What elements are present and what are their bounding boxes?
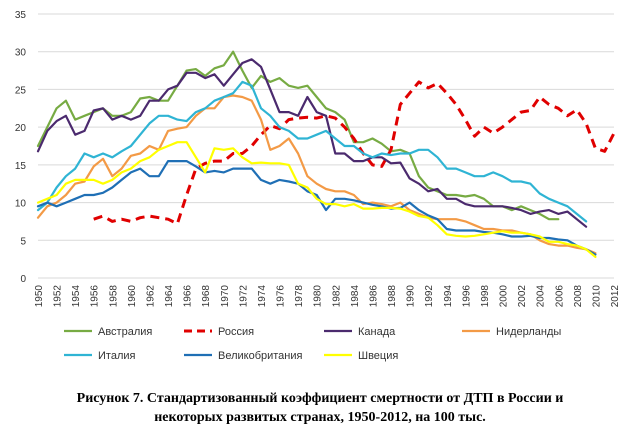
y-tick-label: 0 [20, 274, 26, 285]
x-tick-label: 1952 [53, 285, 64, 308]
y-axis: 0 5 10 15 20 25 30 35 [15, 10, 27, 285]
legend-label: Австралия [98, 326, 152, 338]
y-tick-label: 20 [15, 123, 27, 134]
x-tick-label: 1986 [368, 285, 379, 308]
x-tick-label: 1998 [480, 285, 491, 308]
x-tick-label: 1994 [443, 285, 454, 308]
x-tick-label: 1992 [424, 285, 435, 308]
series-line-6 [36, 141, 597, 258]
x-tick-label: 1988 [387, 285, 398, 308]
legend-label: Канада [358, 326, 396, 338]
series-line-4 [36, 80, 588, 223]
legend-label: Великобритания [218, 350, 303, 362]
legend-label: Швеция [358, 350, 398, 362]
grid-lines [38, 13, 614, 279]
x-tick-label: 1980 [313, 285, 324, 308]
x-tick-label: 1956 [90, 285, 101, 308]
series-line-2 [36, 58, 588, 228]
x-tick-label: 1970 [220, 285, 231, 308]
x-tick-label: 1954 [71, 285, 82, 308]
x-tick-label: 1990 [406, 285, 417, 308]
x-tick-label: 1976 [276, 285, 287, 308]
caption-line-2: некоторых развитых странах, 1950-2012, н… [154, 410, 486, 425]
y-tick-label: 10 [15, 199, 27, 210]
x-tick-label: 2006 [554, 285, 565, 308]
legend-label: Нидерланды [496, 326, 561, 338]
x-tick-label: 1984 [350, 285, 361, 308]
x-tick-label: 1962 [145, 285, 156, 308]
y-tick-label: 25 [15, 85, 27, 96]
y-tick-label: 35 [15, 10, 27, 21]
x-tick-label: 2004 [536, 285, 547, 308]
x-tick-label: 1996 [461, 285, 472, 308]
x-axis: 1950 1952 1954 1956 1958 1960 1962 1964 1966 1968… [34, 285, 621, 308]
legend: Австралия Россия Канада Нидерланды Италия Вел… [64, 326, 561, 362]
x-tick-label: 1966 [183, 285, 194, 308]
x-tick-label: 1950 [34, 285, 45, 308]
series-line-5 [36, 160, 597, 256]
x-tick-label: 1972 [238, 285, 249, 308]
x-tick-label: 1958 [108, 285, 119, 308]
y-tick-label: 30 [15, 48, 27, 59]
caption-line-1: Рисунок 7. Стандартизованный коэффициент… [76, 391, 564, 406]
y-tick-label: 15 [15, 161, 27, 172]
x-tick-label: 1960 [127, 285, 138, 308]
series-line-0 [36, 50, 560, 221]
x-tick-label: 2000 [499, 285, 510, 308]
series-layer [36, 50, 616, 258]
x-tick-label: 2010 [591, 285, 602, 308]
figure-caption: Рисунок 7. Стандартизованный коэффициент… [0, 389, 640, 427]
x-tick-label: 2012 [610, 285, 621, 308]
x-tick-label: 1974 [257, 285, 268, 308]
legend-label: Италия [98, 350, 136, 362]
x-tick-label: 1968 [201, 285, 212, 308]
x-tick-label: 2008 [573, 285, 584, 308]
x-tick-label: 1982 [331, 285, 342, 308]
legend-label: Россия [218, 326, 254, 338]
series-line-1 [93, 80, 616, 226]
x-tick-label: 2002 [517, 285, 528, 308]
x-tick-label: 1978 [294, 285, 305, 308]
x-tick-label: 1964 [164, 285, 175, 308]
y-tick-label: 5 [20, 236, 26, 247]
